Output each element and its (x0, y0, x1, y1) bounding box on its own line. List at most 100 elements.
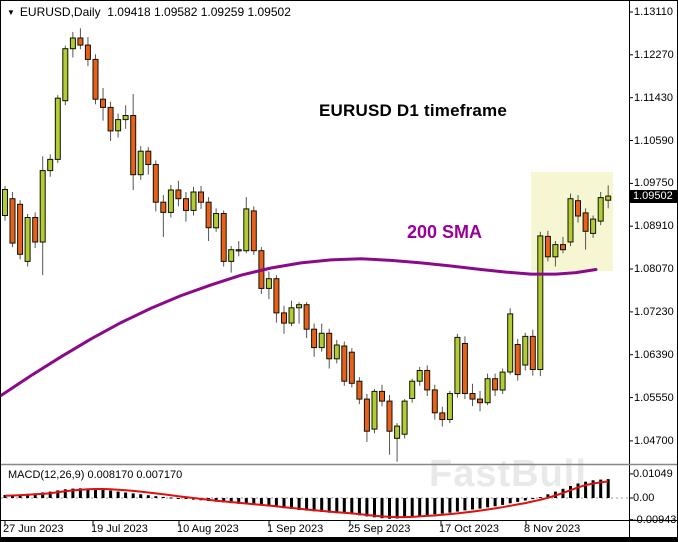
macd-bar (591, 480, 595, 498)
price-axis-label: 1.04700 (634, 435, 674, 447)
macd-bar (86, 488, 90, 498)
macd-bar (267, 498, 271, 507)
axis-ticks (4, 11, 633, 525)
macd-bar (395, 498, 399, 519)
macd-bar (357, 498, 361, 516)
macd-axis-label: -0.009435 (633, 514, 678, 526)
date-axis-label: 10 Aug 2023 (177, 523, 239, 535)
macd-bar (463, 498, 467, 511)
candle-bear (9, 198, 16, 244)
candle-bull (296, 304, 303, 309)
price-axis-label: 1.12270 (634, 49, 674, 61)
sma-200-line (1, 257, 598, 397)
candle-bear (130, 115, 137, 176)
candle-bear (424, 370, 431, 391)
candle-bear (273, 278, 280, 314)
macd-bar (486, 498, 490, 508)
price-axis-label: 1.08070 (634, 263, 674, 275)
candle-bear (477, 398, 483, 404)
macd-bar (508, 498, 512, 504)
candle-bear (469, 393, 476, 400)
candle-bull (115, 119, 122, 132)
macd-bar (124, 492, 128, 498)
candle-bear (198, 191, 204, 203)
macd-bar (131, 493, 135, 498)
candle-bear (439, 412, 446, 420)
macd-bar (184, 498, 188, 499)
macd-signal-line (4, 480, 609, 519)
candle-bear (77, 37, 84, 46)
candle-bear (575, 200, 581, 217)
macd-bar (63, 489, 67, 498)
date-axis-label: 25 Sep 2023 (348, 523, 411, 535)
candle-bull (537, 235, 544, 370)
macd-bar (312, 498, 316, 512)
symbol-ohlc-header: ▼ EURUSD,Daily 1.09418 1.09582 1.09259 1.… (7, 5, 291, 19)
quote-high: 1.09582 (154, 5, 198, 19)
price-axis-label: 1.10590 (634, 135, 674, 147)
macd-histogram (3, 479, 610, 519)
current-price-tag: 1.09502 (630, 190, 677, 203)
candle-bear (348, 351, 355, 384)
quote-open: 1.09418 (107, 5, 151, 19)
macd-bar (516, 498, 520, 502)
candle-bull (24, 217, 31, 262)
candle-bull (333, 344, 340, 360)
candle-bull (137, 150, 144, 176)
candle-bear (32, 217, 39, 243)
candle-bear (544, 235, 551, 258)
candle-bear (235, 249, 242, 252)
macd-bar (139, 494, 143, 498)
macd-bar (335, 498, 339, 514)
macd-bar (606, 479, 610, 498)
macd-bar (71, 488, 75, 498)
macd-bar (388, 498, 391, 519)
candle-bull (62, 48, 69, 102)
candle-bear (303, 304, 310, 330)
macd-bar (365, 498, 369, 517)
macd-bar (282, 498, 286, 509)
macd-bar (455, 498, 459, 512)
macd-bar (237, 498, 241, 504)
macd-bar (244, 498, 248, 505)
macd-bar (109, 490, 113, 498)
candle-bear (560, 244, 566, 251)
candle-bull (454, 336, 461, 394)
macd-bar (161, 496, 165, 498)
candle-bull (401, 400, 408, 435)
candle-bull (167, 189, 174, 213)
candle-bull (484, 378, 491, 404)
macd-bar (440, 498, 444, 514)
candle-bull (371, 390, 378, 430)
candle-bull (69, 37, 76, 50)
quote-low: 1.09259 (200, 5, 245, 19)
macd-bar (320, 498, 324, 512)
date-axis-label: 17 Oct 2023 (439, 523, 499, 535)
macd-bar (56, 490, 60, 498)
macd-bar (448, 498, 452, 513)
macd-bar (425, 498, 429, 515)
chart-expand-icon[interactable]: ▼ (7, 8, 15, 17)
candle-bull (522, 335, 529, 366)
candle-bull (605, 195, 612, 201)
macd-bar (576, 483, 580, 498)
macd-bar (350, 498, 354, 515)
macd-bar (410, 498, 414, 517)
macd-bar (471, 498, 474, 510)
macd-bar (523, 498, 527, 501)
macd-bar (493, 498, 497, 507)
macd-axis-label: 0.00 (633, 492, 655, 504)
candle-bull (122, 115, 129, 121)
window-bottom-edge (1, 537, 677, 541)
candle-bear (356, 380, 363, 400)
macd-indicator-label: MACD(12,26,9) 0.008170 0.007170 (8, 469, 183, 481)
price-axis-label: 1.13110 (634, 6, 673, 18)
date-axis-label: 19 Jul 2023 (91, 523, 148, 535)
macd-axis-label: 0.01049 (633, 468, 673, 480)
candle-bull (54, 97, 61, 160)
sma-annotation: 200 SMA (407, 222, 483, 242)
macd-bar (169, 497, 173, 499)
candle-bear (326, 332, 333, 360)
